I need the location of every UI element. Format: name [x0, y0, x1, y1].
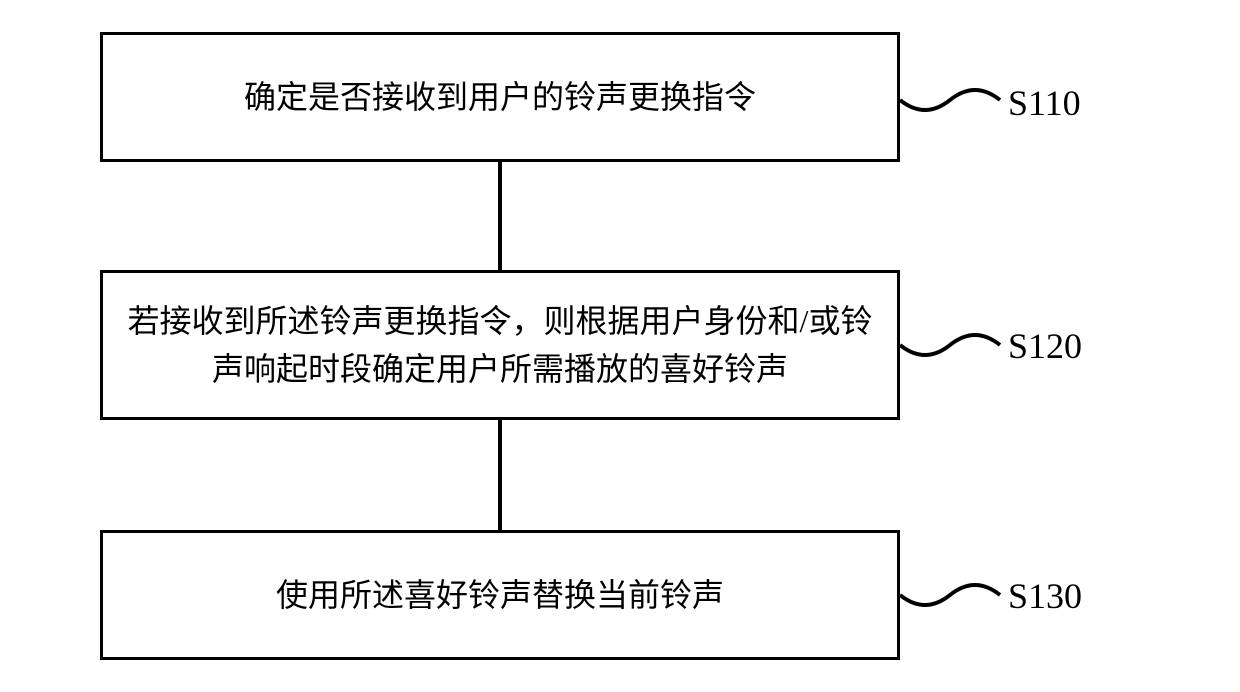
- flowchart-node-s110: 确定是否接收到用户的铃声更换指令: [100, 32, 900, 162]
- flowchart-node-s120: 若接收到所述铃声更换指令，则根据用户身份和/或铃声响起时段确定用户所需播放的喜好…: [100, 270, 900, 420]
- curve-connector-icon: [900, 70, 1010, 130]
- edge-n1-n2: [498, 162, 502, 270]
- curve-connector-icon: [900, 565, 1010, 625]
- step-label-s130: S130: [1008, 575, 1082, 617]
- curve-connector-icon: [900, 315, 1010, 375]
- edge-n2-n3: [498, 420, 502, 530]
- node-text: 确定是否接收到用户的铃声更换指令: [244, 73, 756, 121]
- flowchart-container: 确定是否接收到用户的铃声更换指令 若接收到所述铃声更换指令，则根据用户身份和/或…: [0, 0, 1240, 692]
- step-label-s110: S110: [1008, 82, 1081, 124]
- flowchart-node-s130: 使用所述喜好铃声替换当前铃声: [100, 530, 900, 660]
- step-label-s120: S120: [1008, 325, 1082, 367]
- node-text: 若接收到所述铃声更换指令，则根据用户身份和/或铃声响起时段确定用户所需播放的喜好…: [123, 297, 877, 393]
- node-text: 使用所述喜好铃声替换当前铃声: [276, 571, 724, 619]
